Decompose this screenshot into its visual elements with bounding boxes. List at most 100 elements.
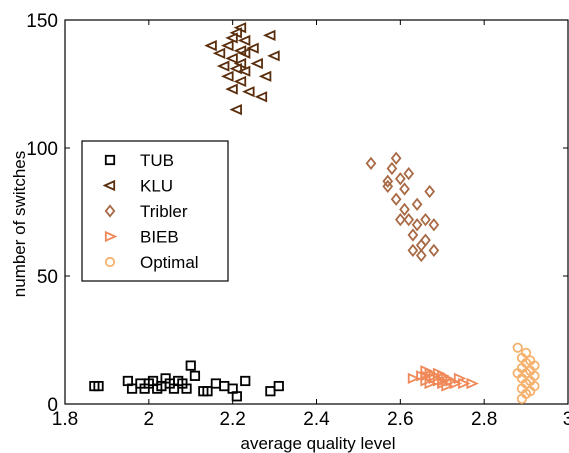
data-point (202, 386, 213, 397)
data-point (529, 360, 540, 371)
data-point (258, 70, 272, 82)
data-point (225, 32, 238, 44)
data-point (229, 27, 242, 39)
series-klu (204, 22, 280, 116)
data-point (394, 172, 406, 186)
x-tick-label: 2.4 (303, 409, 330, 430)
data-point (265, 386, 276, 397)
data-point (424, 184, 436, 199)
legend-item-tribler: Tribler (104, 202, 188, 221)
data-point (411, 197, 423, 211)
data-point (216, 60, 230, 72)
y-axis-label: number of switches (10, 151, 29, 297)
data-point (428, 218, 440, 232)
legend-item-tub: TUB (104, 151, 174, 170)
legend-marker (104, 204, 116, 218)
data-point (458, 377, 471, 390)
x-tick-label: 1.8 (52, 409, 78, 430)
data-point (229, 104, 242, 116)
data-point (466, 377, 479, 390)
data-point (437, 375, 450, 387)
data-point (420, 233, 431, 247)
data-point (273, 380, 284, 392)
data-point (411, 218, 423, 232)
data-point (229, 63, 242, 75)
data-point (382, 179, 394, 194)
data-point (237, 34, 251, 47)
legend-marker (104, 230, 118, 243)
data-point (219, 380, 230, 392)
legend: TUB KLU Tribler BIEB Optimal (81, 140, 229, 282)
legend-label: Optimal (140, 253, 199, 272)
data-point (126, 383, 138, 394)
y-tick-label: 50 (37, 267, 58, 288)
data-point (225, 52, 238, 64)
data-point (407, 243, 419, 258)
axes: 1.8 2 2.2 2.4 2.6 2.8 3 0 50 100 150 (26, 11, 569, 430)
data-point (386, 161, 398, 176)
data-point (231, 391, 242, 402)
x-tick-label: 2.2 (219, 409, 245, 430)
series-tub (89, 360, 284, 402)
x-tick-label: 2.8 (471, 409, 497, 430)
data-point (529, 370, 540, 381)
data-point (181, 383, 192, 394)
legend-marker (104, 154, 116, 166)
data-point (233, 75, 247, 88)
data-point (512, 368, 523, 379)
data-points (89, 22, 540, 404)
y-tick-label: 100 (26, 139, 58, 160)
data-point (420, 370, 433, 382)
data-point (189, 370, 201, 381)
series-tribler (365, 151, 440, 263)
legend-label: KLU (140, 177, 173, 196)
data-point (394, 213, 406, 227)
data-point (242, 86, 255, 98)
x-tick-label: 2 (144, 409, 155, 430)
legend-marker (104, 256, 116, 268)
data-point (382, 174, 394, 188)
data-point (267, 50, 280, 62)
legend-item-bieb: BIEB (104, 228, 179, 247)
x-tick-label: 2.6 (387, 409, 413, 430)
data-point (240, 375, 251, 387)
x-tick-label: 3 (563, 409, 569, 430)
legend-item-klu: KLU (102, 177, 173, 196)
data-point (399, 182, 410, 196)
data-point (204, 40, 217, 52)
data-point (520, 347, 532, 358)
data-point (221, 40, 234, 52)
legend-label: TUB (140, 151, 174, 170)
data-point (233, 57, 247, 70)
data-point (365, 156, 377, 170)
data-point (529, 380, 540, 392)
series-optimal (512, 342, 540, 404)
data-point (399, 202, 410, 217)
data-point (403, 166, 415, 181)
data-point (185, 360, 196, 371)
legend-item-optimal: Optimal (104, 253, 199, 272)
data-point (212, 47, 226, 59)
data-point (390, 151, 402, 165)
data-point (237, 65, 251, 77)
y-tick-label: 150 (26, 11, 58, 32)
data-point (254, 91, 268, 103)
data-point (250, 57, 263, 70)
data-point (233, 22, 247, 34)
legend-marker (102, 179, 116, 192)
data-point (407, 228, 419, 242)
data-point (516, 393, 527, 404)
legend-label: BIEB (140, 228, 179, 247)
data-point (262, 29, 276, 41)
y-tick-label: 0 (47, 395, 58, 416)
data-point (512, 342, 523, 353)
data-point (221, 70, 234, 82)
data-point (225, 83, 238, 95)
data-point (415, 248, 427, 263)
legend-label: Tribler (140, 202, 188, 221)
data-point (420, 213, 431, 227)
data-point (210, 378, 221, 389)
data-point (246, 42, 259, 54)
data-point (403, 213, 415, 227)
